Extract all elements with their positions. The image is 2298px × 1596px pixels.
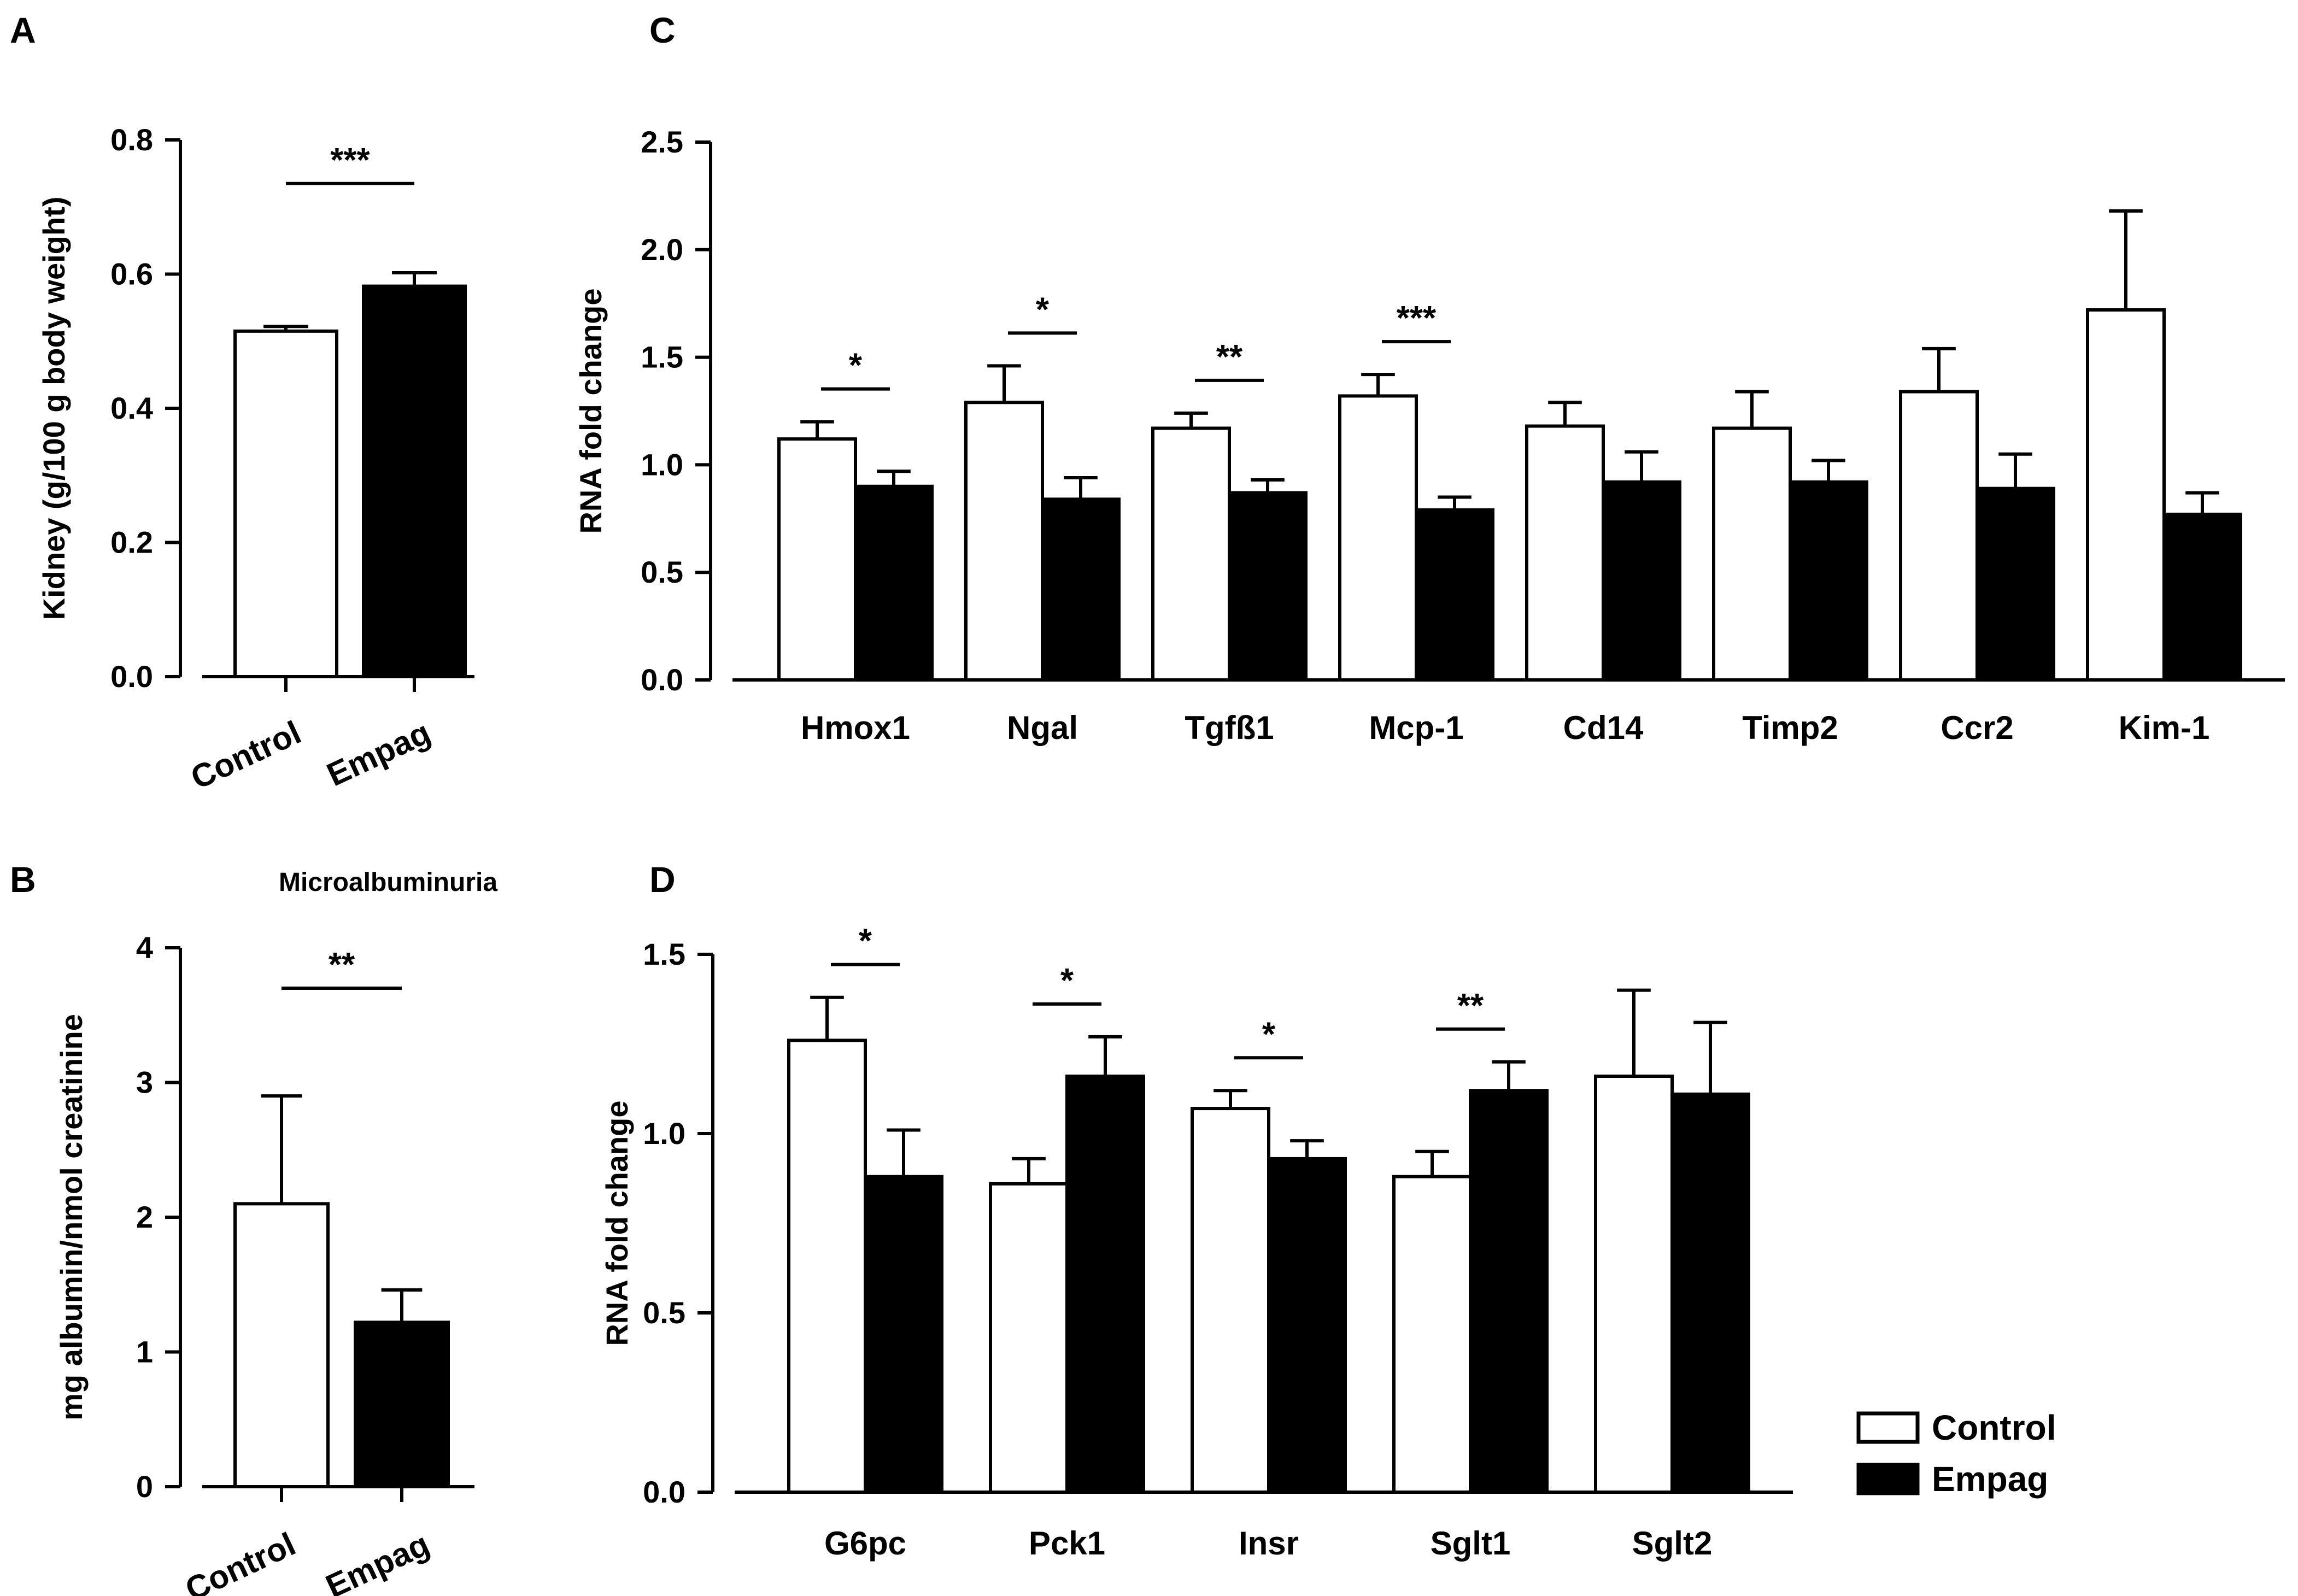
y-tick-label-d: 1.0 [643, 1116, 685, 1151]
y-tick-label-c: 0.5 [641, 555, 683, 589]
category-label-c: Mcp-1 [1369, 709, 1463, 746]
bar-c-ccr2-empag [1975, 486, 2055, 682]
bar-d-insr-empag [1267, 1157, 1347, 1494]
y-tick-label-b: 2 [136, 1200, 153, 1234]
significance-label-d: * [859, 923, 872, 960]
y-axis-title-a: Kidney (g/100 g body weight) [37, 197, 71, 620]
y-tick-label-d: 0.5 [643, 1295, 685, 1330]
significance-label-c: * [849, 347, 863, 385]
y-tick-label-c: 2.5 [641, 125, 683, 159]
bar-c-hmox1-control [777, 437, 857, 682]
significance-label-a: *** [330, 142, 370, 179]
legend-label-control: Control [1932, 1408, 2056, 1447]
bar-c-hmox1-empag [854, 484, 934, 682]
y-tick-label-a: 0.8 [110, 122, 153, 157]
y-tick-label-d: 0.0 [643, 1475, 685, 1509]
bar-c-mcp1-control [1338, 394, 1418, 682]
bar-c-timp2-control [1712, 426, 1792, 682]
bar-d-g6pc-empag [864, 1175, 943, 1494]
bar-c-ccr2-control [1899, 390, 1979, 682]
legend-swatch-empag [1856, 1463, 1920, 1495]
significance-label-d: * [1262, 1016, 1276, 1053]
y-tick-label-c: 2.0 [641, 232, 683, 267]
y-tick-label-a: 0.6 [110, 257, 153, 291]
bar-d-pck1-control [989, 1182, 1069, 1494]
panel-letter-a: A [10, 10, 36, 50]
chart-c: 0.0 0.5 1.0 1.5 2.0 2.5 RNA fold change Hmox1 * N… [573, 125, 2285, 746]
y-tick-label-a: 0.2 [110, 525, 153, 560]
bar-d-sglt1-control [1392, 1175, 1472, 1494]
panel-letter-c: C [649, 10, 676, 50]
y-tick-label-d: 1.5 [643, 937, 685, 971]
y-axis-title-b: mg albumin/nmol creatinine [54, 1014, 89, 1421]
bar-c-cd14-empag [1602, 480, 1681, 682]
significance-label-c: ** [1216, 338, 1243, 376]
category-label-b: Control [180, 1525, 301, 1596]
category-label-c: Hmox1 [801, 709, 910, 746]
y-tick-label-a: 0.4 [110, 391, 153, 425]
y-tick-label-b: 4 [136, 930, 153, 965]
chart-d: 0.0 0.5 1.0 1.5 RNA fold change G6pc * Pck1 * Ins… [600, 923, 1793, 1562]
chart-b-title: Microalbuminuria [279, 868, 497, 897]
bar-d-pck1-empag [1065, 1075, 1145, 1494]
bar-c-kim1-control [2086, 308, 2166, 682]
category-label-c: Tgfß1 [1185, 709, 1274, 746]
panel-letter-b: B [10, 859, 36, 900]
legend: Control Empag [1856, 1408, 2056, 1499]
bar-a-empag [362, 284, 467, 678]
chart-a: 0.0 0.2 0.4 0.6 0.8 Kidney (g/100 g body weig… [37, 122, 474, 796]
bar-c-ngal-empag [1041, 497, 1121, 682]
chart-b: 0 1 2 3 4 mg albumin/nmol creatinine Control Em… [54, 930, 474, 1596]
y-tick-label-c: 1.5 [641, 340, 683, 374]
bar-d-g6pc-control [787, 1038, 867, 1494]
category-label-d: G6pc [824, 1525, 906, 1562]
bar-d-insr-control [1191, 1107, 1270, 1494]
category-label-d: Sglt2 [1632, 1525, 1713, 1562]
y-axis-title-c: RNA fold change [573, 288, 608, 533]
significance-label-d: * [1060, 962, 1074, 1000]
bar-a-control [233, 329, 338, 678]
bar-c-kim1-empag [2162, 512, 2242, 682]
bar-b-empag [354, 1321, 450, 1489]
bar-c-mcp1-empag [1415, 508, 1494, 682]
y-tick-label-a: 0.0 [110, 659, 153, 694]
bar-d-sglt2-empag [1670, 1092, 1750, 1494]
y-axis-title-d: RNA fold change [600, 1100, 634, 1346]
y-tick-label-c: 0.0 [641, 662, 683, 697]
y-tick-label-b: 0 [136, 1469, 153, 1504]
category-label-c: Ccr2 [1941, 709, 2013, 746]
category-label-b: Empag [320, 1525, 435, 1596]
significance-label-c: *** [1397, 300, 1437, 337]
category-label-c: Kim-1 [2119, 709, 2210, 746]
bar-c-ngal-control [964, 401, 1044, 682]
significance-label-c: * [1036, 291, 1050, 328]
category-label-d: Insr [1239, 1525, 1299, 1562]
category-label-a: Control [185, 714, 307, 796]
category-label-d: Pck1 [1029, 1525, 1105, 1562]
category-label-a: Empag [321, 714, 436, 793]
y-tick-label-b: 1 [136, 1335, 153, 1369]
y-tick-label-b: 3 [136, 1065, 153, 1100]
bar-c-tgf1-control [1151, 426, 1231, 682]
significance-label-b: ** [329, 946, 355, 984]
legend-label-empag: Empag [1932, 1459, 2048, 1499]
category-label-d: Sglt1 [1431, 1525, 1511, 1562]
bar-d-sglt2-control [1594, 1075, 1674, 1494]
bar-c-timp2-empag [1789, 480, 1868, 682]
panel-letter-d: D [649, 859, 676, 900]
significance-label-d: ** [1457, 987, 1484, 1025]
bar-d-sglt1-empag [1469, 1089, 1549, 1494]
category-label-c: Ngal [1007, 709, 1078, 746]
legend-swatch-control [1856, 1411, 1920, 1444]
category-label-c: Cd14 [1563, 709, 1644, 746]
bar-c-cd14-control [1525, 424, 1605, 682]
category-label-c: Timp2 [1742, 709, 1838, 746]
bar-c-tgf1-empag [1228, 491, 1308, 682]
y-tick-label-c: 1.0 [641, 447, 683, 482]
bar-b-control [233, 1202, 330, 1489]
